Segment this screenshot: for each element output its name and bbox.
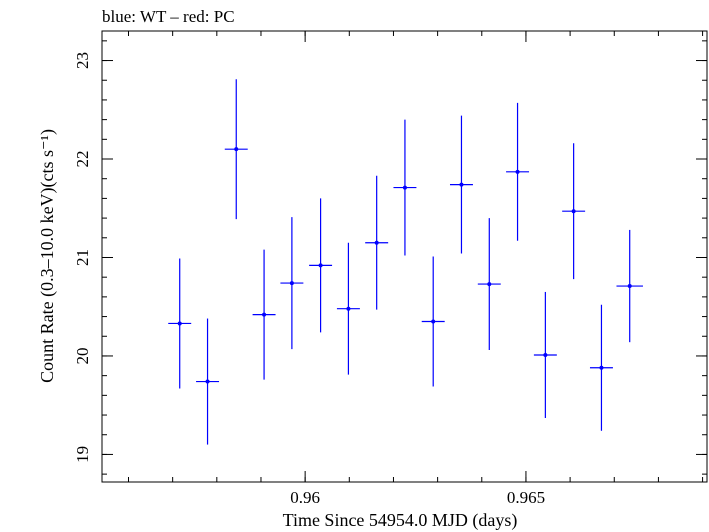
- point-marker: [459, 182, 464, 187]
- data-point: [506, 102, 530, 241]
- point-marker: [543, 352, 548, 357]
- data-point: [280, 217, 304, 350]
- y-tick-label: 22: [73, 151, 92, 168]
- x-axis: 0.96 0.965: [127, 31, 704, 507]
- y-tick-label: 19: [73, 446, 92, 463]
- data-point: [393, 119, 417, 256]
- point-marker: [515, 169, 520, 174]
- data-point: [168, 258, 192, 389]
- chart-title: blue: WT – red: PC: [102, 7, 235, 26]
- data-point: [616, 229, 643, 343]
- point-marker: [205, 379, 210, 384]
- y-axis-label: Count Rate (0.3–10.0 keV)(cts s⁻¹): [37, 129, 58, 383]
- point-marker: [374, 240, 379, 245]
- point-marker: [346, 306, 351, 311]
- data-point: [421, 256, 445, 387]
- point-marker: [402, 185, 407, 190]
- point-marker: [599, 365, 604, 370]
- point-marker: [487, 282, 492, 287]
- data-point: [533, 291, 557, 418]
- point-marker: [177, 321, 182, 326]
- data-point: [562, 143, 586, 280]
- data-point: [252, 249, 276, 380]
- data-point: [477, 218, 501, 351]
- x-axis-label: Time Since 54954.0 MJD (days): [283, 510, 518, 531]
- y-axis: 19 20 21 22 23: [73, 40, 707, 475]
- point-marker: [262, 312, 267, 317]
- y-tick-label: 23: [73, 52, 92, 69]
- data-point: [589, 304, 613, 431]
- data-point: [309, 198, 333, 333]
- plot-frame: [101, 30, 708, 483]
- data-point: [336, 242, 360, 375]
- y-tick-label: 20: [73, 347, 92, 364]
- y-tick-label: 21: [73, 249, 92, 266]
- point-marker: [318, 263, 323, 268]
- x-tick-label: 0.96: [290, 488, 320, 507]
- point-marker: [431, 319, 436, 324]
- point-marker: [627, 284, 632, 289]
- point-marker: [571, 209, 576, 214]
- data-point: [224, 79, 248, 220]
- data-point: [365, 175, 389, 310]
- data-point: [196, 318, 220, 445]
- point-marker: [289, 281, 294, 286]
- data-series: [168, 79, 643, 445]
- x-tick-label: 0.965: [507, 488, 545, 507]
- point-marker: [234, 147, 239, 152]
- data-point: [449, 115, 473, 254]
